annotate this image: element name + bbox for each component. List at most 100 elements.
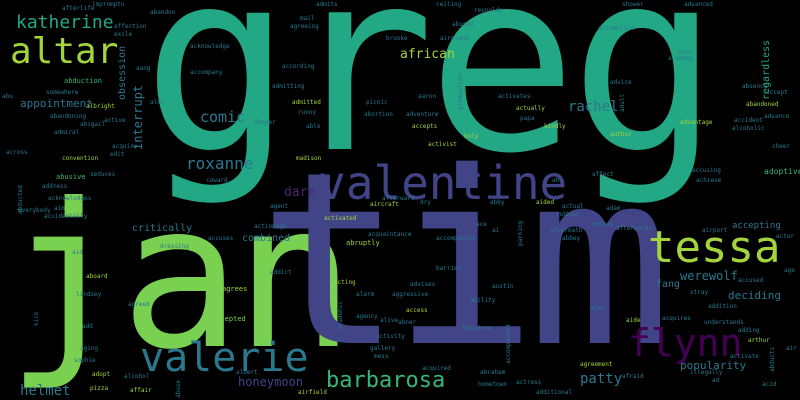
word-albert: albert xyxy=(236,369,258,376)
word-kick: kick xyxy=(33,311,40,326)
word-gallery: gallery xyxy=(370,345,396,352)
word-accuses: accuses xyxy=(208,235,234,242)
word-aided: aided xyxy=(536,199,555,206)
word-obsession: obsession xyxy=(117,45,128,100)
word-holy: holy xyxy=(464,133,479,140)
word-sophie: sophie xyxy=(74,357,96,364)
word-madison: madison xyxy=(296,155,322,162)
word-actually: actually xyxy=(516,105,545,112)
word-abusive: abusive xyxy=(56,173,86,181)
word-airfield: airfield xyxy=(298,389,327,396)
word-advice: advice xyxy=(610,79,632,86)
word-fang: fang xyxy=(656,279,681,290)
word-ah: ah xyxy=(552,177,560,184)
word-acquires: acquires xyxy=(662,315,691,322)
word-african: african xyxy=(400,47,455,62)
word-katherine: katherine xyxy=(16,12,114,33)
word-accepting: accepting xyxy=(732,221,781,231)
word-afterlife: afterlife xyxy=(62,5,95,12)
word-acknowledges: acknowledges xyxy=(48,195,92,202)
word-valerie: valerie xyxy=(140,335,309,381)
word-dry: dry xyxy=(420,199,431,206)
word-runny: runny xyxy=(298,109,317,116)
word-aftermath: aftermath xyxy=(550,227,583,234)
word-barbarosa: barbarosa xyxy=(326,368,446,393)
word-parking: parking xyxy=(517,220,524,246)
word-acting: acting xyxy=(334,279,356,286)
word-accusing: accusing xyxy=(692,167,721,174)
word-affair: affair xyxy=(130,387,152,394)
word-accident: accident xyxy=(734,117,763,124)
word-abu: abu xyxy=(2,93,13,100)
word-dressing: dressing xyxy=(160,243,189,250)
word-graduation: graduation xyxy=(457,73,464,110)
word-alive: alive xyxy=(380,317,399,324)
word-abandoning: abandoning xyxy=(50,113,87,120)
word-actual: actual xyxy=(562,203,584,210)
word-actress: actress xyxy=(516,379,542,386)
word-hometown: hometown xyxy=(478,381,507,388)
word-popularity: popularity xyxy=(680,359,747,372)
word-honeymoon: honeymoon xyxy=(238,375,304,389)
word-accept: accept xyxy=(766,89,788,96)
word-abby: abby xyxy=(490,199,505,206)
word-admitted: admitted xyxy=(292,99,321,106)
word-aang: aang xyxy=(136,65,151,72)
word-critically: critically xyxy=(132,223,193,234)
word-add: add xyxy=(82,323,93,330)
word-lindsey: lindsey xyxy=(76,291,102,298)
word-deeper: deeper xyxy=(254,119,276,126)
word-according: according xyxy=(282,63,315,70)
word-cheer: cheer xyxy=(772,143,791,150)
word-abruptly: abruptly xyxy=(346,239,380,247)
word-active: active xyxy=(104,117,126,124)
word-agreement: agreement xyxy=(580,361,613,368)
word-abandoned: abandoned xyxy=(746,101,779,108)
word-aim: aim xyxy=(54,205,65,212)
word-afraid: afraid xyxy=(622,373,644,380)
word-helmet: helmet xyxy=(20,383,71,399)
word-agreeing: agreeing xyxy=(290,23,319,30)
word-shower: shower xyxy=(622,1,644,8)
word-actor: actor xyxy=(776,233,795,240)
word-alan: alan xyxy=(590,305,605,312)
word-aircraft: aircraft xyxy=(370,201,399,208)
word-understands: understands xyxy=(704,319,744,326)
word-albright: albright xyxy=(86,103,115,110)
word-theodore: theodore xyxy=(462,325,491,332)
word-affection: affection xyxy=(114,23,147,30)
word-adoptive: adoptive xyxy=(764,167,800,176)
word-rachel: rachel xyxy=(568,99,619,115)
word-admitting: admitting xyxy=(272,83,305,90)
word-acid: acid xyxy=(762,381,777,388)
word-convention: convention xyxy=(62,155,99,162)
word-jan: jan xyxy=(6,161,355,394)
word-advises: advises xyxy=(410,281,436,288)
word-action: action xyxy=(254,223,276,230)
word-activist: activist xyxy=(428,141,457,148)
word-acquire: acquire xyxy=(112,143,138,150)
word-accidentally: accidentally xyxy=(44,213,88,220)
word-somewhere: somewhere xyxy=(46,89,79,96)
word-patty: patty xyxy=(580,371,623,387)
word-activate: activate xyxy=(730,353,759,360)
word-abner: abner xyxy=(398,319,417,326)
word-airplane: airplane xyxy=(440,35,469,42)
word-advantage: advantage xyxy=(680,119,713,126)
word-reynolds: reynolds xyxy=(474,7,503,14)
word-coward: coward xyxy=(206,177,228,184)
word-abraham: abraham xyxy=(480,369,506,376)
word-mail: mail xyxy=(300,15,315,22)
word-altar: altar xyxy=(10,31,119,72)
word-age: age xyxy=(784,267,795,274)
word-combined: combined xyxy=(242,233,291,244)
word-adding: adding xyxy=(738,327,760,334)
word-stray: stray xyxy=(690,289,709,296)
word-agreed: agreed xyxy=(128,301,150,308)
word-agency: agency xyxy=(356,313,378,320)
word-accompany: accompany xyxy=(190,69,223,76)
word-afterwards: afterwards xyxy=(616,225,653,232)
word-activated: activated xyxy=(324,215,357,222)
word-accompanied: accompanied xyxy=(505,324,512,364)
word-ago: ago xyxy=(276,223,287,230)
